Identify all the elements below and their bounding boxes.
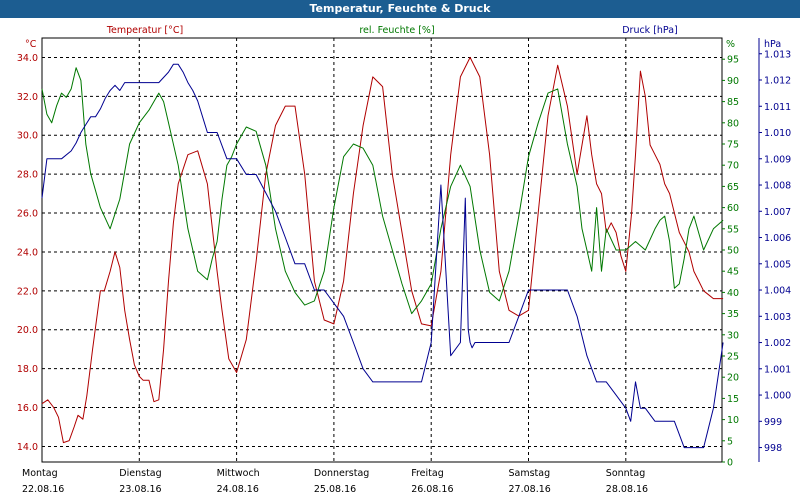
humidity-tick: 85 xyxy=(727,97,739,108)
pressure-tick: 1.011 xyxy=(764,102,791,113)
pressure-tick: 1.002 xyxy=(764,338,791,349)
temperature-unit: °C xyxy=(25,39,37,50)
humidity-tick: 80 xyxy=(727,118,739,129)
temperature-tick: 24.0 xyxy=(17,247,38,258)
pressure-axis-label: Druck [hPa] xyxy=(622,25,678,36)
x-tick-day: Dienstag xyxy=(119,468,161,479)
x-tick-day: Sonntag xyxy=(606,468,645,479)
pressure-tick: 1.004 xyxy=(764,286,791,297)
pressure-tick: 1.009 xyxy=(764,154,791,165)
temperature-tick: 28.0 xyxy=(17,170,38,181)
pressure-tick: 1.003 xyxy=(764,312,791,323)
plot-area xyxy=(41,37,723,463)
pressure-tick: 1.001 xyxy=(764,364,791,375)
humidity-tick: 30 xyxy=(727,330,739,341)
temperature-tick: 34.0 xyxy=(17,53,38,64)
series-line-pressure xyxy=(41,63,724,449)
temperature-tick: 16.0 xyxy=(17,403,38,414)
x-tick-date: 23.08.16 xyxy=(119,484,161,495)
x-tick-date: 28.08.16 xyxy=(606,484,648,495)
temperature-axis-label: Temperatur [°C] xyxy=(106,25,183,36)
series-group xyxy=(41,56,724,449)
pressure-tick: 999 xyxy=(764,417,782,428)
humidity-tick: 45 xyxy=(727,267,739,278)
x-tick-day: Mittwoch xyxy=(217,468,260,479)
humidity-tick: 40 xyxy=(727,288,739,299)
pressure-tick: 998 xyxy=(764,443,782,454)
humidity-unit: % xyxy=(726,39,735,50)
temperature-tick: 26.0 xyxy=(17,209,38,220)
temperature-tick: 22.0 xyxy=(17,286,38,297)
temperature-tick: 18.0 xyxy=(17,364,38,375)
pressure-unit: hPa xyxy=(764,39,781,50)
humidity-tick: 65 xyxy=(727,182,739,193)
humidity-tick: 70 xyxy=(727,161,739,172)
pressure-tick: 1.000 xyxy=(764,391,791,402)
x-tick-date: 25.08.16 xyxy=(314,484,356,495)
chart-title: Temperatur, Feuchte & Druck xyxy=(309,2,491,15)
humidity-axis-label: rel. Feuchte [%] xyxy=(359,25,434,36)
pressure-tick: 1.010 xyxy=(764,128,791,139)
temperature-tick: 30.0 xyxy=(17,131,38,142)
humidity-tick: 25 xyxy=(727,352,739,363)
temperature-axis: 14.0 16.0 18.0 20.0 22.0 24.0 26.0 28.0 30.0 32.0… xyxy=(17,53,38,453)
pressure-tick: 1.012 xyxy=(764,76,791,87)
humidity-tick: 5 xyxy=(727,436,733,447)
humidity-tick: 90 xyxy=(727,76,739,87)
humidity-tick: 35 xyxy=(727,309,739,320)
grid-horizontal xyxy=(42,56,722,447)
humidity-tick: 0 xyxy=(727,458,733,469)
series-line-humidity xyxy=(41,67,724,315)
x-axis: Montag 22.08.16 Dienstag 23.08.16 Mittwoch 24… xyxy=(22,468,648,495)
temperature-tick: 32.0 xyxy=(17,92,38,103)
humidity-tick: 15 xyxy=(727,394,739,405)
humidity-tick: 10 xyxy=(727,415,739,426)
pressure-tick: 1.005 xyxy=(764,259,791,270)
temperature-tick: 20.0 xyxy=(17,325,38,336)
pressure-tick: 1.013 xyxy=(764,49,791,60)
x-tick-day: Donnerstag xyxy=(314,468,369,479)
x-tick-date: 22.08.16 xyxy=(22,484,64,495)
x-tick-day: Freitag xyxy=(411,468,444,479)
humidity-tick: 55 xyxy=(727,224,739,235)
humidity-tick: 95 xyxy=(727,55,739,66)
x-tick-date: 24.08.16 xyxy=(217,484,259,495)
pressure-tick: 1.007 xyxy=(764,207,791,218)
temperature-tick: 14.0 xyxy=(17,442,38,453)
humidity-tick: 50 xyxy=(727,246,739,257)
x-tick-date: 27.08.16 xyxy=(509,484,551,495)
x-tick-date: 26.08.16 xyxy=(411,484,453,495)
humidity-tick: 75 xyxy=(727,140,739,151)
pressure-tick: 1.006 xyxy=(764,233,791,244)
humidity-tick: 60 xyxy=(727,203,739,214)
humidity-axis: 0 5 10 15 20 25 30 35 40 45 50 55 60 65 70 75 80 85 90 95 xyxy=(722,55,739,469)
pressure-tick: 1.008 xyxy=(764,181,791,192)
humidity-tick: 20 xyxy=(727,373,739,384)
title-bar xyxy=(0,0,800,18)
series-line-temperature xyxy=(41,56,724,444)
pressure-axis: 998 999 1.000 1.001 1.002 1.003 1.004 1.005 1.00… xyxy=(759,49,791,454)
x-tick-day: Samstag xyxy=(509,468,551,479)
x-tick-day: Montag xyxy=(22,468,58,479)
